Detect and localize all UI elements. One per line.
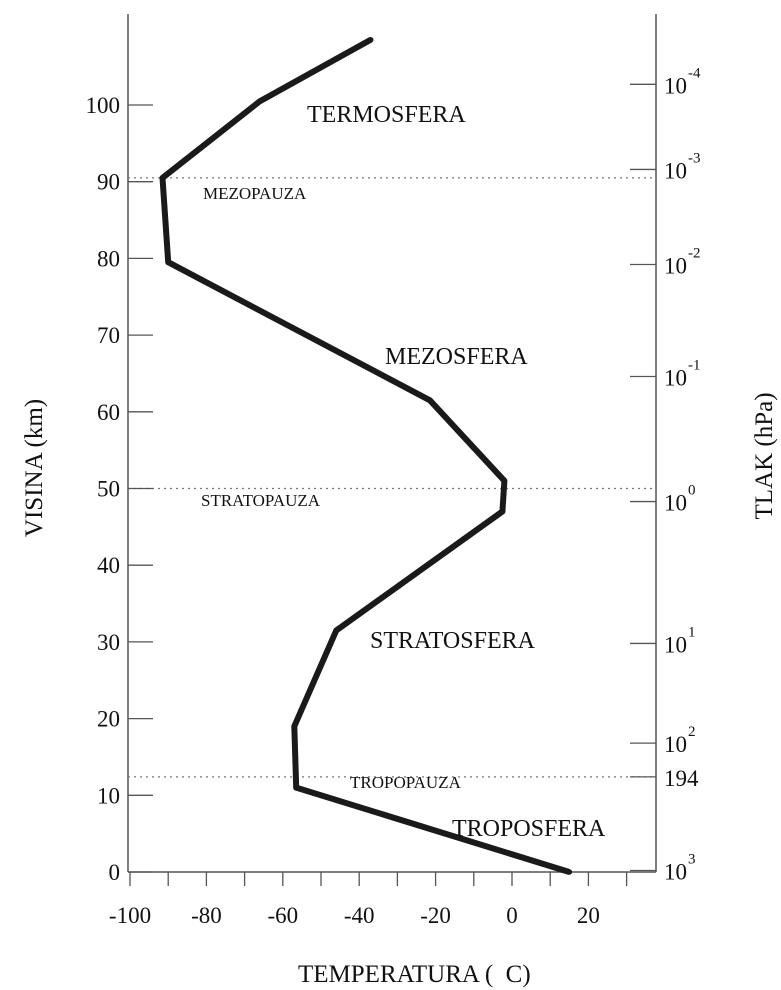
pressure-tick-exponent: -4 xyxy=(688,65,701,81)
x-tick-label: -100 xyxy=(109,903,151,928)
profile-vertex xyxy=(257,98,263,104)
y-tick-label: 90 xyxy=(97,170,120,195)
profile-vertex xyxy=(165,259,171,266)
pressure-tick-label: 194 xyxy=(664,766,699,791)
x-axis-title: TEMPERATURA ( C) xyxy=(298,961,531,988)
pressure-tick-exponent: -2 xyxy=(688,246,701,262)
y-tick-label: 30 xyxy=(97,630,120,655)
right-y-axis-title: TLAK (hPa) xyxy=(751,392,778,519)
pressure-tick-label: 10 xyxy=(664,158,687,183)
x-ticks: -100 -80 -60 -40 -20 0 20 xyxy=(109,903,600,928)
profile-vertex xyxy=(291,723,298,730)
label-mezosfera: MEZOSFERA xyxy=(385,344,528,370)
pressure-tick-exponent: -1 xyxy=(688,358,701,374)
left-y-ticks: 0 10 20 30 40 50 60 70 80 90 100 xyxy=(86,93,153,885)
y-tick-label: 60 xyxy=(97,400,120,425)
label-termosfera: TERMOSFERA xyxy=(307,102,466,128)
profile-vertex xyxy=(159,175,166,181)
y-tick-label: 70 xyxy=(97,323,120,348)
x-tick-label: -60 xyxy=(267,903,298,928)
y-tick-label: 40 xyxy=(97,553,120,578)
pressure-tick-exponent: -3 xyxy=(688,150,701,166)
temperature-profile-line xyxy=(159,37,571,875)
label-stratopauza: STRATOPAUZA xyxy=(201,491,321,510)
label-mezopauza: MEZOPAUZA xyxy=(203,184,307,203)
profile-vertex xyxy=(566,869,573,875)
y-tick-label: 0 xyxy=(109,860,121,885)
x-tick-label: 0 xyxy=(506,903,518,928)
x-minor-ticks xyxy=(129,872,628,886)
profile-vertex xyxy=(293,784,299,791)
profile-vertex xyxy=(499,508,506,515)
y-tick-label: 80 xyxy=(97,246,120,271)
left-y-axis-title: VISINA (km) xyxy=(21,399,48,537)
x-tick-label: -20 xyxy=(420,903,451,928)
x-tick-label: -80 xyxy=(191,903,222,928)
pressure-tick-exponent: 3 xyxy=(688,851,696,867)
pause-reference-lines xyxy=(128,177,656,778)
profile-vertex xyxy=(367,37,374,43)
pressure-tick-label: 10 xyxy=(664,732,687,757)
label-tropopauza: TROPOPAUZA xyxy=(350,773,462,792)
pressure-tick-exponent: 2 xyxy=(688,724,696,740)
pressure-tick-exponent: 0 xyxy=(688,483,696,499)
temperature-profile xyxy=(159,37,573,875)
pressure-tick-label: 10 xyxy=(664,491,687,516)
profile-vertex xyxy=(333,627,340,634)
y-tick-label: 20 xyxy=(97,707,120,732)
profile-vertex xyxy=(501,478,508,484)
y-tick-label: 10 xyxy=(97,783,120,808)
pressure-tick-label: 10 xyxy=(664,366,687,391)
pressure-tick-label: 10 xyxy=(664,73,687,98)
x-tick-label: -40 xyxy=(344,903,375,928)
pressure-tick-label: 10 xyxy=(664,632,687,657)
label-troposfera: TROPOSFERA xyxy=(452,816,606,842)
x-tick-label: 20 xyxy=(577,903,600,928)
y-tick-label: 100 xyxy=(86,93,121,118)
pressure-tick-label: 10 xyxy=(664,859,687,884)
pressure-tick-label: 10 xyxy=(664,254,687,279)
profile-vertex xyxy=(427,397,433,404)
pressure-tick-exponent: 1 xyxy=(688,624,696,640)
label-stratosfera: STRATOSFERA xyxy=(370,628,536,654)
y-tick-label: 50 xyxy=(97,477,120,502)
